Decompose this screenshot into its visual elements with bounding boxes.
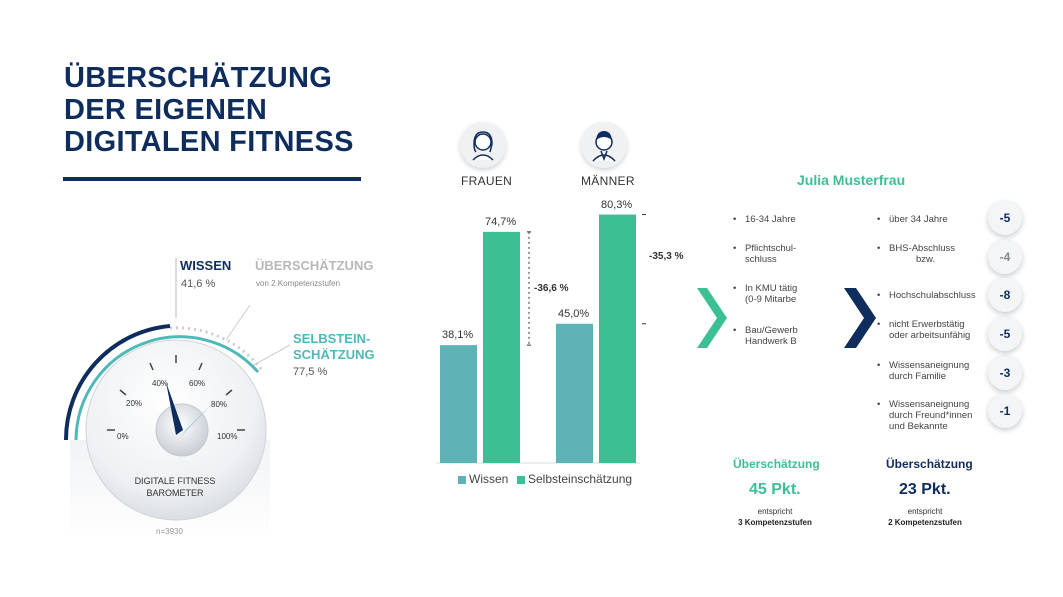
gauge-caption-1: DIGITALE FITNESS (134, 476, 216, 486)
page-title-line-2: DER EIGENEN (64, 94, 268, 126)
summary-left-levels: 3 Kompetenzstufen (738, 518, 812, 527)
wissen-label: WISSEN (180, 258, 232, 273)
gauge-tick-80: 80% (211, 400, 228, 409)
bar-wissen-frauen (440, 345, 477, 463)
gauge-tick-100: 100% (217, 432, 238, 441)
summary-left-points: 45 Pkt. (749, 481, 801, 498)
male-avatar-icon (581, 122, 627, 168)
maenner-label: MÄNNER (581, 174, 635, 188)
gauge-caption-2: BAROMETER (146, 488, 204, 498)
left-item-1: 16-34 Jahre (733, 214, 796, 225)
bar-selbst-maenner (599, 214, 636, 463)
page-title-line-3: DIGITALEN FITNESS (64, 126, 354, 158)
bar-value-label: 38,1% (442, 329, 474, 342)
bar-value-label: 80,3% (601, 198, 633, 211)
wissen-arc (63, 324, 171, 441)
score-badge-1: -5 (988, 201, 1022, 235)
wissen-needle (166, 382, 183, 435)
wissen-value: 41,6 % (181, 278, 216, 290)
difference-maenner: -35,3 % (649, 251, 684, 262)
right-item-3: Hochschulabschluss (877, 290, 976, 301)
gauge-tick-20: 20% (126, 399, 143, 408)
female-avatar-icon (460, 122, 506, 168)
gauge-tick-marks (107, 355, 245, 431)
chevron-right-icon-green (697, 288, 727, 348)
summary-right-levels: 2 Kompetenzstufen (888, 518, 962, 527)
gauge-tick-40: 40% (152, 379, 169, 388)
selbst-arc (74, 335, 260, 441)
selbst-label-2: SCHÄTZUNG (293, 347, 375, 362)
chevron-right-icon-navy (844, 288, 876, 348)
legend-label-wissen: Wissen (469, 472, 509, 486)
legend-swatch-selbst (517, 476, 525, 484)
legend-label-selbst: Selbsteinschätzung (528, 472, 633, 486)
title-underline (63, 177, 361, 181)
gauge-tick-0: 0% (117, 432, 129, 441)
right-item-1: über 34 Jahre (877, 214, 948, 225)
legend-swatch-wissen (458, 476, 466, 484)
summary-right-points: 23 Pkt. (899, 481, 951, 498)
left-item-3: In KMU tätig(0-9 Mitarbe (733, 283, 797, 305)
ueberschaetzung-label: ÜBERSCHÄTZUNG (255, 258, 374, 273)
summary-left-title: Überschätzung (733, 457, 820, 471)
bar-selbst-frauen (483, 231, 520, 463)
bar-wissen-maenner (556, 323, 593, 463)
profile-title: Julia Musterfrau (797, 172, 906, 188)
page-title-line-1: ÜBERSCHÄTZUNG (64, 62, 333, 94)
gauge-tick-60: 60% (189, 379, 206, 388)
sample-size-label: n=3930 (156, 527, 183, 536)
summary-right-sub: entspricht (907, 507, 943, 516)
difference-frauen: -36,6 % (534, 283, 569, 294)
frauen-label: FRAUEN (461, 174, 513, 188)
score-badge-3: -8 (988, 278, 1022, 312)
overestimation-arc (169, 326, 264, 371)
bar-value-label: 45,0% (558, 307, 590, 320)
selbst-connector (251, 344, 291, 367)
selbst-needle (181, 400, 216, 436)
left-item-2: Pflichtschul-schluss (733, 243, 796, 265)
score-badge-4: -5 (988, 317, 1022, 351)
summary-right-title: Überschätzung (886, 457, 973, 471)
bar-value-label: 74,7% (485, 215, 517, 228)
summary-left-sub: entspricht (757, 507, 793, 516)
score-badge-2: -4 (988, 240, 1022, 274)
score-badge-6: -1 (988, 394, 1022, 428)
selbst-value: 77,5 % (293, 366, 328, 378)
score-badge-5: -3 (988, 356, 1022, 390)
selbst-label-1: SELBSTEIN- (293, 331, 371, 346)
ueberschaetzung-sub: von 2 Kompetenzstufen (256, 279, 341, 288)
ueberschaetzung-connector (225, 304, 251, 341)
